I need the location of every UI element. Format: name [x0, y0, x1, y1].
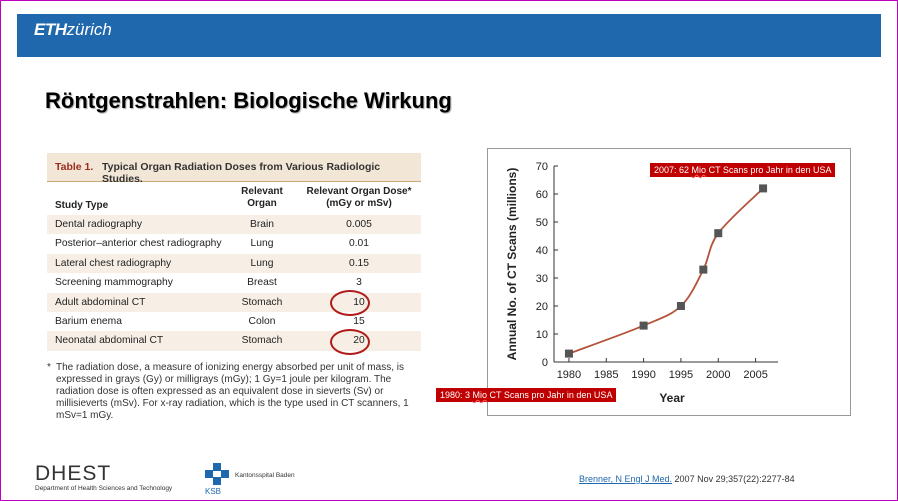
dhest-subtitle: Department of Health Sciences and Techno… [35, 485, 173, 492]
cell-study: Adult abdominal CT [55, 296, 146, 308]
callout-2007-mio: Mio [691, 165, 707, 175]
data-point [676, 302, 685, 310]
cell-study: Dental radiography [55, 219, 143, 230]
header-study-type: Study Type [55, 200, 109, 211]
reference-details: 2007 Nov 29;357(22):2277-84 [672, 474, 795, 484]
footnote-mark: * [47, 362, 51, 373]
y-axis-label: Annual No. of CT Scans (millions) [505, 168, 519, 361]
series-line [568, 187, 764, 355]
cell-study: Screening mammography [55, 277, 173, 289]
cell-dose: 15 [353, 316, 365, 327]
header-banner: ETHzürich [17, 14, 881, 57]
header-dose-line1: Relevant Organ Dose* [306, 186, 412, 197]
x-tick-label: 2005 [743, 369, 767, 381]
cell-study: Lateral chest radiography [55, 257, 172, 269]
y-tick-label: 10 [536, 329, 548, 341]
cell-organ: Stomach [241, 335, 283, 347]
dhest-logo: DHEST Department of Health Sciences and … [35, 463, 172, 492]
callout-1980-pre: 1980: 3 [440, 390, 473, 400]
ksb-emblem-icon [205, 463, 229, 485]
callout-2007-pre: 2007: 62 [654, 165, 692, 175]
table-label: Table 1. [55, 161, 94, 173]
y-tick-label: 50 [536, 217, 548, 229]
table-row: Posterior–anterior chest radiography Lun… [47, 234, 421, 253]
data-point [699, 265, 708, 274]
data-point [759, 184, 768, 193]
cell-dose: 3 [356, 277, 362, 289]
cell-organ: Colon [248, 316, 276, 327]
y-tick-label: 70 [536, 161, 548, 173]
callout-2007-post: CT Scans pro Jahr in den USA [706, 165, 832, 175]
dose-table: Table 1. Typical Organ Radiation Doses f… [47, 153, 421, 425]
ct-scans-chart: 0 10 20 30 40 50 60 70 1980 1985 1990 1995 2000 2005 Y… [487, 148, 851, 416]
x-tick-label: 2000 [706, 369, 730, 381]
eth-logo: ETHzürich [34, 20, 112, 40]
highlight-circle-neonatal-ct [330, 329, 370, 355]
cell-study: Posterior–anterior chest radiography [55, 238, 222, 250]
cell-dose: 0.01 [348, 238, 370, 250]
cell-organ: Breast [247, 277, 277, 289]
x-tick-label: 1990 [631, 369, 655, 381]
header-organ: Relevant Organ [227, 186, 297, 210]
x-tick-label: 1980 [557, 369, 581, 381]
header-organ-line1: Relevant [241, 186, 283, 197]
cell-study: Barium enema [55, 316, 122, 327]
y-tick-label: 0 [542, 357, 548, 369]
x-axis-label: Year [659, 391, 685, 405]
table-caption-text: Typical Organ Radiation Doses from Vario… [102, 161, 381, 185]
cell-organ: Brain [249, 219, 275, 230]
table-row: Dental radiography Brain 0.005 [47, 215, 421, 235]
callout-1980-mio: Mio [472, 390, 488, 400]
table-caption: Table 1. Typical Organ Radiation Doses f… [47, 153, 421, 185]
cell-study: Neonatal abdominal CT [55, 335, 164, 347]
cell-dose: 0.15 [348, 257, 370, 269]
header-dose-line2: (mGy or mSv) [326, 198, 392, 209]
reference: Brenner, N Engl J Med. 2007 Nov 29;357(2… [579, 474, 795, 484]
highlight-circle-adult-ct [330, 290, 370, 316]
ksb-name: Kantonsspital Baden [235, 472, 295, 479]
cell-organ: Lung [250, 257, 274, 269]
data-point [714, 229, 723, 238]
y-tick-label: 60 [536, 189, 548, 201]
x-tick-label: 1985 [594, 369, 618, 381]
header-organ-line2: Organ [247, 198, 277, 209]
ksb-logo: Kantonsspital Baden KSB [205, 463, 295, 496]
callout-1980: 1980: 3 Mio CT Scans pro Jahr in den USA [436, 388, 617, 402]
callout-2007: 2007: 62 Mio CT Scans pro Jahr in den US… [650, 163, 836, 177]
y-tick-label: 30 [536, 273, 548, 285]
reference-link[interactable]: Brenner, N Engl J Med. [579, 474, 673, 484]
y-tick-label: 40 [536, 245, 548, 257]
table-row: Barium enema Colon 15 [47, 312, 421, 331]
x-tick-label: 1995 [669, 369, 693, 381]
chart-svg: 0 10 20 30 40 50 60 70 1980 1985 1990 1995 2000 2005 Y… [505, 161, 778, 405]
dhest-wordmark: DHEST [35, 462, 112, 485]
slide-title: Röntgenstrahlen: Biologische Wirkung [45, 88, 452, 113]
cell-organ: Stomach [241, 296, 283, 308]
footnote-text: The radiation dose, a measure of ionizin… [56, 362, 409, 421]
cell-dose: 0.005 [346, 219, 372, 230]
ksb-abbr: KSB [205, 487, 222, 496]
cell-organ: Lung [250, 238, 274, 250]
header-dose: Relevant Organ Dose* (mGy or mSv) [299, 186, 419, 210]
y-tick-label: 20 [536, 301, 548, 313]
table-row: Lateral chest radiography Lung 0.15 [47, 253, 421, 274]
table-row: Screening mammography Breast 3 [47, 273, 421, 292]
data-point [564, 349, 573, 358]
data-point [639, 321, 648, 330]
logo-suffix: zürich [66, 20, 112, 39]
callout-1980-post: CT Scans pro Jahr in den USA [487, 390, 613, 400]
logo-main: ETH [34, 20, 67, 39]
